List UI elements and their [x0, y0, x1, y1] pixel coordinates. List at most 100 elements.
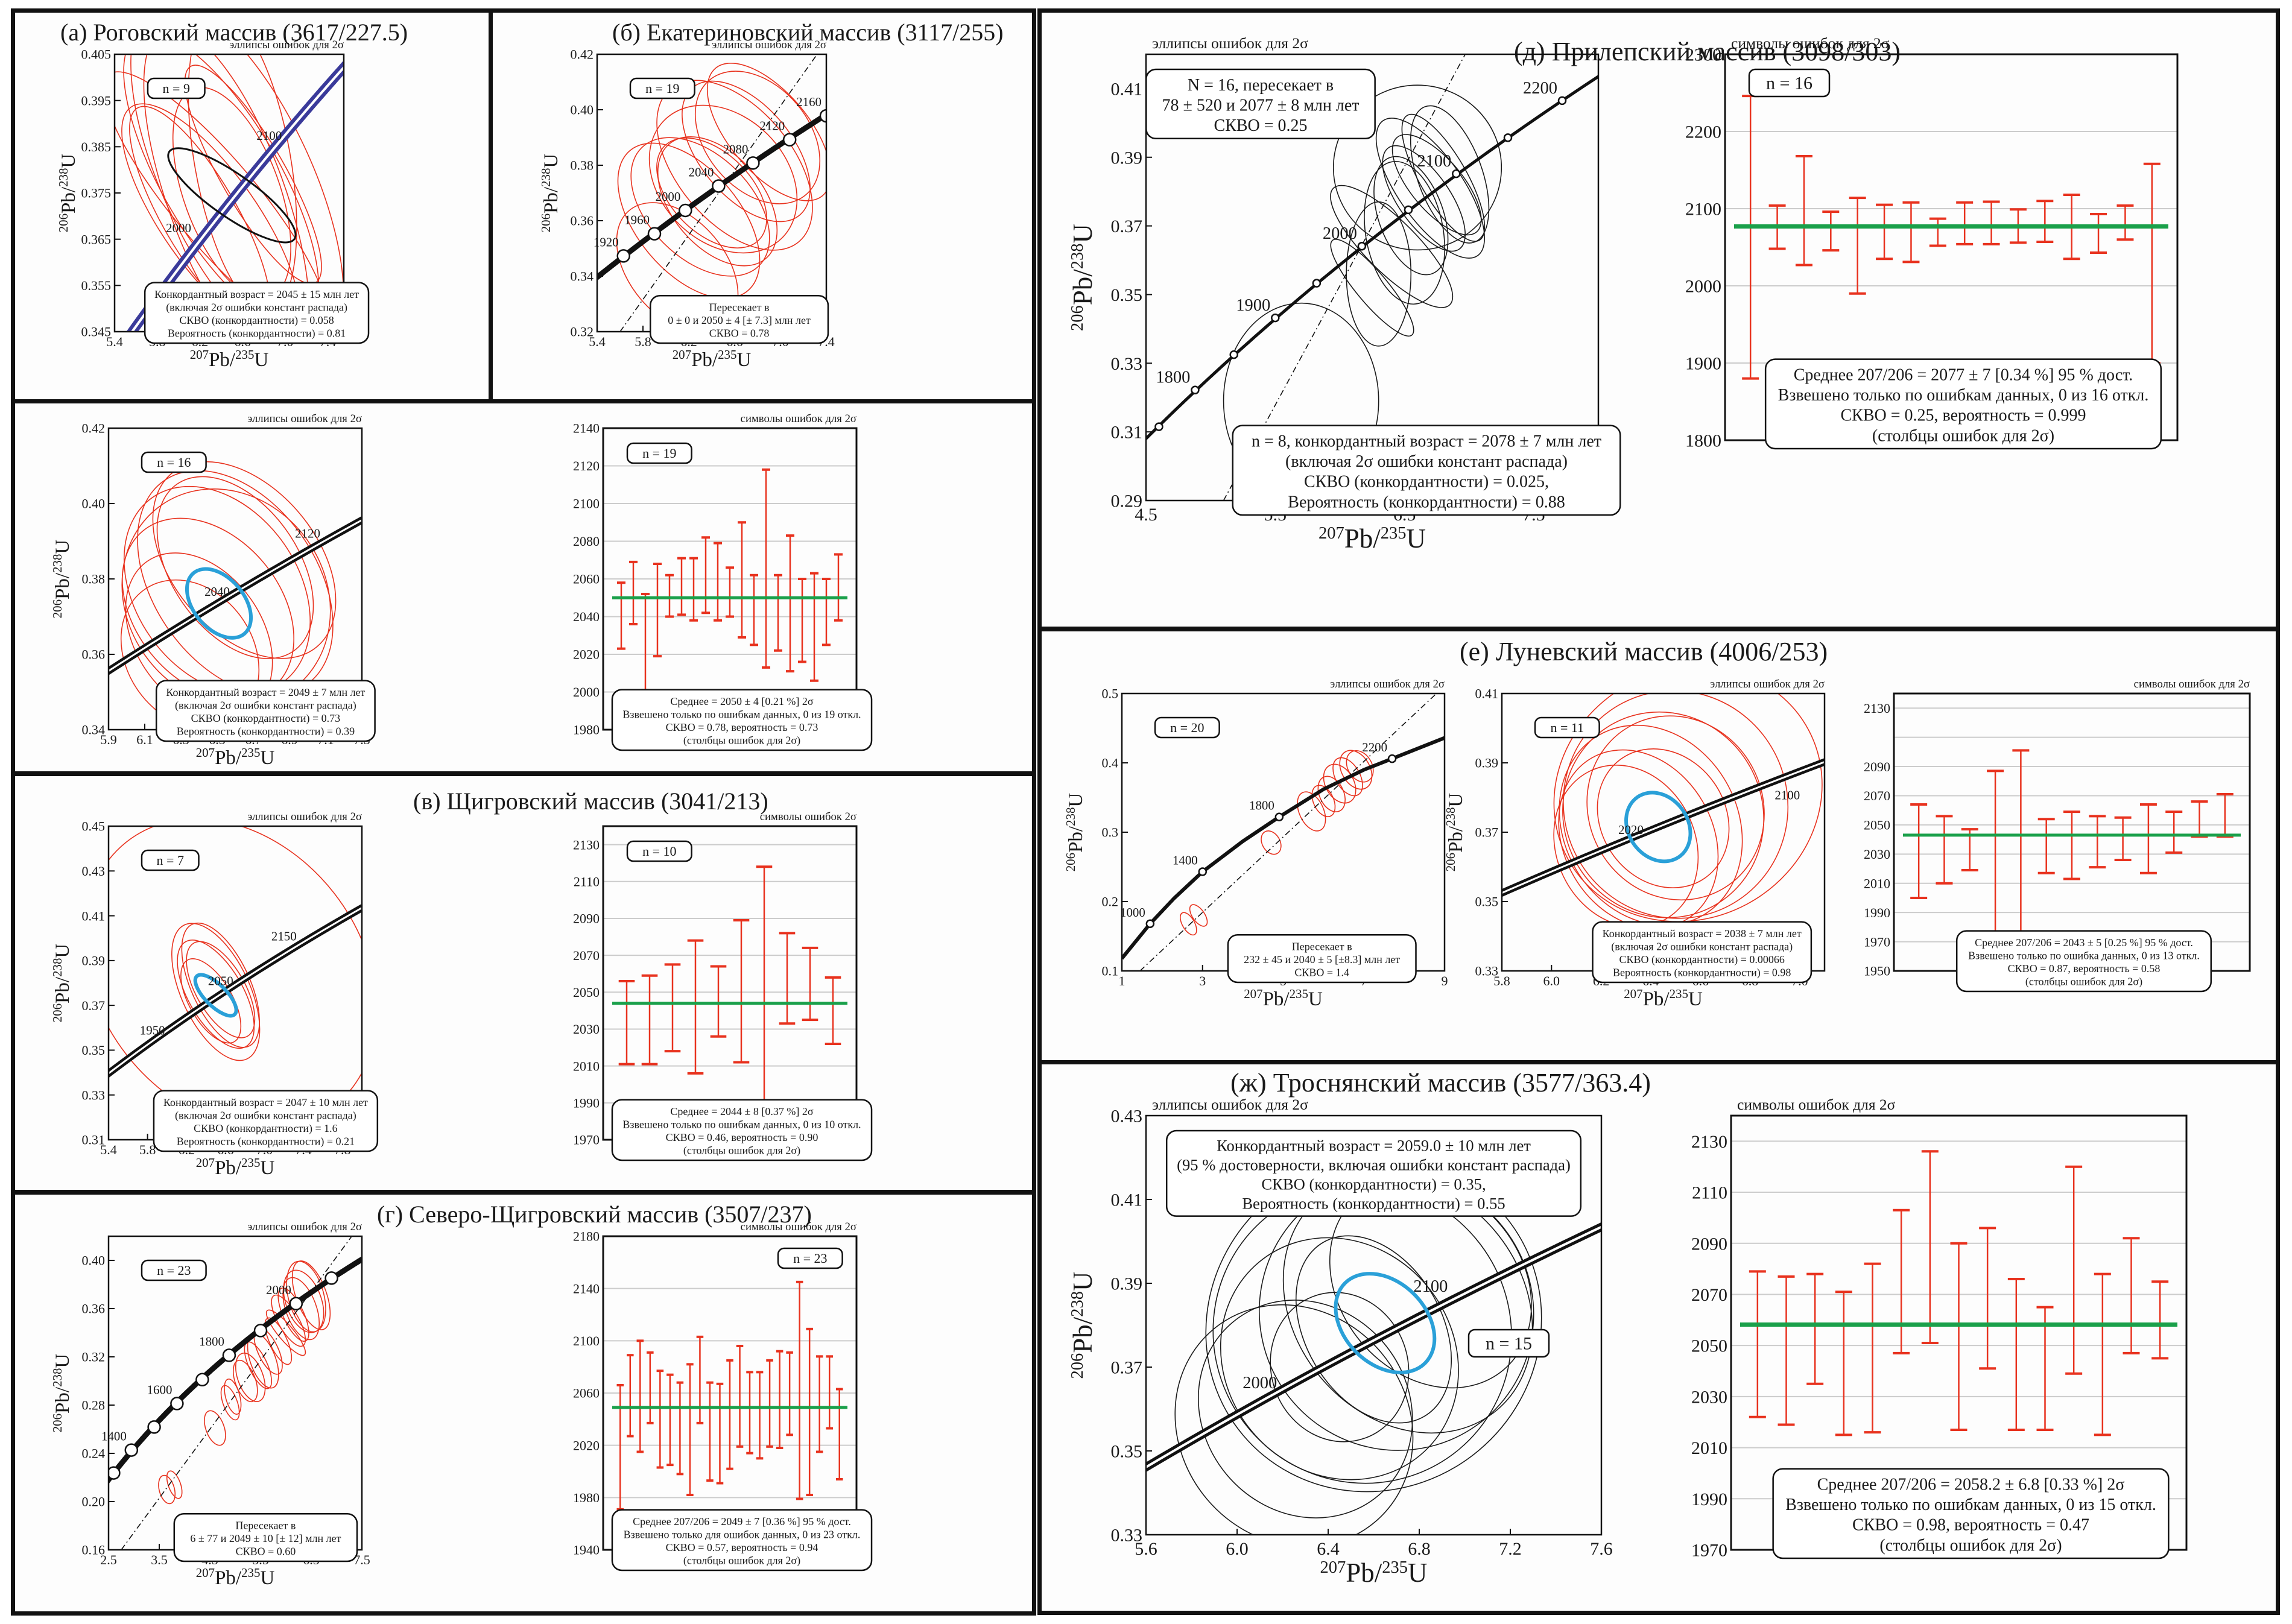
x-axis-label-part: 235 — [241, 1566, 260, 1580]
y-tick-label: 0.37 — [82, 998, 106, 1013]
error-bar — [1795, 154, 1812, 267]
error-bar — [1910, 803, 1928, 899]
statistics-box-line: Взвешено только для ошибок данных, 0 из … — [624, 1528, 861, 1540]
error-ellipse — [166, 1470, 183, 1499]
error-bar — [2037, 818, 2055, 874]
error-bar — [653, 563, 662, 658]
result-box-line: Пересекает в — [235, 1519, 296, 1531]
age-marker — [1145, 919, 1155, 929]
error-ellipse — [1311, 785, 1336, 818]
error-ellipse — [1346, 201, 1412, 347]
error-ellipse — [1330, 239, 1414, 337]
intercept-box-line: 78 ± 520 и 2077 ± 8 млн лет — [1162, 96, 1359, 115]
result-box-frame — [144, 282, 370, 344]
statistics-box-line: (столбцы ошибок для 2σ) — [1879, 1536, 2062, 1555]
error-bar — [774, 573, 782, 652]
y-tick-label: 0.35 — [1111, 1442, 1143, 1462]
concordia-age-ellipse — [1624, 791, 1692, 864]
concordia-age-ellipse — [1334, 1272, 1437, 1374]
x-axis-label-part: Pb/ — [1346, 1558, 1382, 1588]
error-bar — [786, 534, 794, 673]
n-count-label: n = 19 — [645, 81, 679, 96]
x-axis-label-part: U — [1407, 523, 1426, 554]
age-marker — [1198, 867, 1207, 876]
error-bar — [689, 557, 698, 622]
n-count-label: n = 23 — [157, 1263, 191, 1278]
y-tick-label: 0.38 — [82, 572, 106, 587]
y-tick-label: 2110 — [1692, 1183, 1727, 1203]
error-bar — [1864, 1262, 1881, 1434]
statistics-box-line: Взвешено только по ошибкам данных, 0 из … — [1785, 1496, 2156, 1514]
error-note: эллипсы ошибок для 2σ — [1152, 1096, 1308, 1113]
chart-v-concordia: эллипсы ошибок для 2σ1950205021505.45.86… — [50, 810, 379, 1179]
error-bar — [1950, 1242, 1968, 1431]
y-tick-label: 0.41 — [1111, 79, 1143, 99]
y-axis-label-part: U — [1065, 793, 1087, 807]
x-axis-label-part: 207 — [196, 745, 215, 760]
error-bar — [2143, 162, 2161, 364]
y-tick-label: 0.28 — [82, 1398, 106, 1413]
concordia-curve — [1146, 74, 1598, 441]
y-tick-label: 1980 — [573, 722, 600, 738]
n-count-badge — [141, 849, 200, 871]
y-tick-label: 0.36 — [82, 647, 106, 662]
statistics-box: Среднее 207/206 = 2077 ± 7 [0.34 %] 95 %… — [1764, 358, 2162, 450]
x-tick-label: 7.6 — [1590, 1539, 1613, 1559]
y-axis-label-part: 206 — [56, 213, 71, 232]
age-marker — [1452, 169, 1461, 179]
x-axis-label: 207Pb/235U — [673, 347, 752, 371]
result-box-line: Конкордантный возраст = 2049 ± 7 млн лет — [166, 686, 365, 698]
y-tick-label: 0.3 — [1102, 825, 1119, 840]
error-bar — [641, 593, 650, 692]
y-axis-label: 206Pb/238U — [50, 944, 74, 1023]
x-axis-label-part: 207 — [196, 1566, 215, 1580]
y-tick-label: 0.43 — [1111, 1107, 1143, 1126]
y-tick-label: 0.43 — [82, 864, 106, 879]
y-tick-label: 2110 — [574, 874, 600, 889]
age-marker-label: 2000 — [656, 189, 681, 204]
error-bar — [1778, 1275, 1795, 1426]
n-count-badge — [626, 442, 692, 464]
x-axis-label-part: 235 — [241, 745, 260, 760]
error-bar — [766, 1359, 773, 1448]
panel-zh-title: (ж) Троснянский массив (3577/363.4) — [1230, 1068, 1651, 1098]
age-marker-label: 2080 — [723, 142, 749, 156]
error-bar — [756, 865, 773, 1121]
chart-zh-concordia: эллипсы ошибок для 2σ 2000 2100 5.6 6.0 6.4 6.… — [1068, 1096, 1613, 1588]
age-marker — [1274, 812, 1284, 821]
result-box-line: Вероятность (конкордантности) = 0.98 — [1613, 967, 1791, 979]
result-box-line: Вероятность (конкордантности) = 0.88 — [1288, 493, 1565, 511]
error-bar — [762, 468, 770, 669]
x-tick-label: 2.5 — [100, 1552, 117, 1567]
y-tick-label: 0.42 — [82, 421, 106, 436]
plot-area — [1502, 694, 1825, 929]
statistics-box-frame — [611, 1099, 873, 1161]
error-bar — [1749, 1270, 1766, 1418]
error-ellipse — [656, 137, 767, 248]
y-axis-label: 206Pb/238U — [1443, 793, 1467, 872]
y-tick-label: 0.5 — [1102, 686, 1119, 701]
concordia-age-ellipse — [167, 147, 297, 244]
y-tick-label: 2070 — [1691, 1285, 1727, 1305]
y-axis-label-part: 206 — [1068, 1353, 1087, 1379]
age-marker — [1557, 96, 1567, 106]
y-axis-label-part: 206 — [50, 1414, 65, 1432]
error-bar — [798, 578, 806, 663]
y-tick-label: 0.33 — [1111, 1526, 1143, 1546]
n-count-label: n = 9 — [163, 81, 190, 96]
chart-b-concordia: эллипсы ошибок для 2σ1920196020002040208… — [539, 39, 835, 371]
x-axis-label-part: Pb/ — [215, 1157, 242, 1179]
result-box: Конкордантный возраст = 2049 ± 7 млн лет… — [155, 680, 376, 742]
y-tick-label: 0.345 — [81, 324, 112, 340]
y-tick-label: 1800 — [1685, 431, 1721, 451]
error-ellipse — [171, 923, 261, 1061]
x-tick-label: 4.5 — [1135, 505, 1157, 525]
error-bar — [1936, 815, 1953, 885]
y-tick-label: 2070 — [573, 948, 600, 963]
statistics-box-line: (столбцы ошибок для 2σ) — [683, 1145, 800, 1157]
statistics-box-line: СКВО = 0.78, вероятность = 0.73 — [666, 721, 818, 733]
error-bar — [656, 1370, 664, 1469]
error-ellipse — [158, 1474, 176, 1505]
error-bar — [738, 521, 746, 639]
x-axis-label-part: Pb/ — [1344, 523, 1381, 554]
